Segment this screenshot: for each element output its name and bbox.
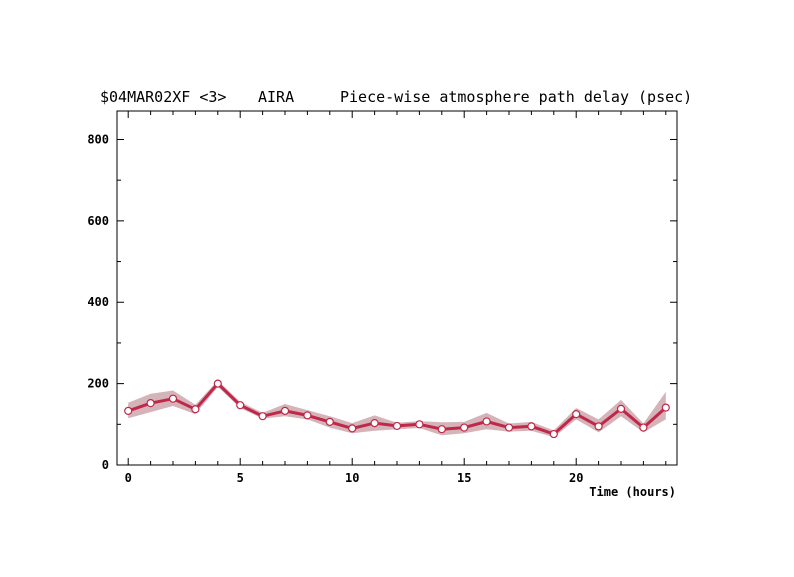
- data-point: [168, 394, 178, 403]
- data-point: [594, 422, 603, 431]
- x-axis-label: Time (hours): [589, 485, 676, 499]
- data-point: [572, 410, 581, 419]
- x-tick-label: 20: [569, 471, 583, 485]
- data-point: [437, 425, 446, 434]
- data-point: [236, 401, 245, 410]
- data-point: [124, 406, 133, 415]
- data-point: [280, 406, 290, 415]
- data-point: [460, 423, 469, 432]
- chart-station-label: AIRA: [258, 88, 294, 106]
- data-point: [639, 423, 648, 432]
- data-point: [616, 404, 626, 413]
- data-point: [146, 399, 155, 408]
- x-tick-label: 10: [345, 471, 359, 485]
- data-point: [415, 420, 424, 429]
- chart-experiment-label: $04MAR02XF <3>: [100, 88, 226, 106]
- data-point: [370, 418, 379, 428]
- x-tick-label: 5: [237, 471, 244, 485]
- data-point: [325, 417, 334, 426]
- plot-layer: 0 200 400 600 800 0 5 10 15 20: [87, 110, 678, 485]
- y-tick-label: 0: [102, 458, 109, 472]
- x-tick-label: 0: [125, 471, 132, 485]
- data-point: [303, 411, 312, 420]
- data-point: [348, 424, 357, 433]
- data-point: [258, 412, 267, 421]
- data-point: [549, 429, 558, 439]
- data-point: [191, 405, 200, 414]
- chart-title: Piece-wise atmosphere path delay (psec): [340, 88, 692, 106]
- y-tick-label: 800: [87, 132, 109, 146]
- data-point: [504, 423, 514, 432]
- data-point: [527, 422, 536, 431]
- y-tick-label: 200: [87, 377, 109, 391]
- data-point: [482, 417, 491, 426]
- data-point: [392, 421, 402, 431]
- data-point: [213, 379, 222, 388]
- plot-frame: [116, 110, 678, 466]
- y-tick-label: 400: [87, 295, 109, 309]
- y-tick-label: 600: [87, 214, 109, 228]
- x-tick-label: 15: [457, 471, 471, 485]
- data-point: [661, 403, 670, 412]
